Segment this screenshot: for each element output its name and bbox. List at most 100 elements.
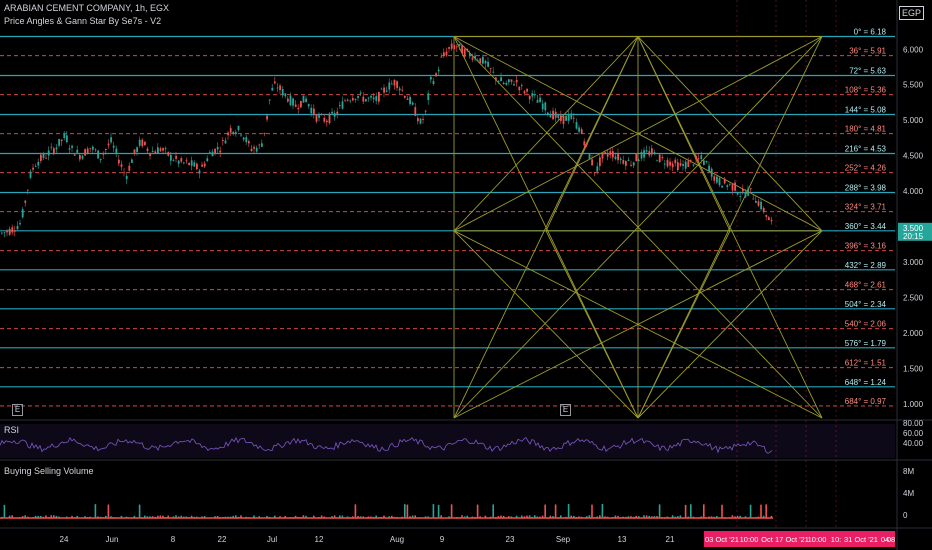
candle-body bbox=[489, 68, 492, 69]
volume-bar bbox=[677, 516, 679, 518]
volume-pane-label[interactable]: Buying Selling Volume bbox=[4, 466, 94, 476]
volume-bar bbox=[76, 515, 78, 518]
volume-bar bbox=[294, 515, 297, 518]
candle-body bbox=[388, 82, 391, 90]
candle-body bbox=[443, 52, 445, 56]
candle-body bbox=[541, 103, 544, 110]
candle-body bbox=[765, 214, 768, 217]
volume-bar bbox=[586, 516, 588, 518]
candle-body bbox=[393, 79, 396, 86]
candle-body bbox=[406, 98, 409, 100]
price-axis-tick: 3.000 bbox=[903, 258, 924, 267]
volume-bar bbox=[94, 504, 97, 518]
volume-bar bbox=[240, 515, 242, 518]
candle-body bbox=[492, 71, 495, 73]
candle-body bbox=[757, 201, 760, 206]
candle-body bbox=[146, 148, 149, 151]
candle-body bbox=[149, 152, 151, 156]
candle-body bbox=[411, 102, 414, 105]
candle-body bbox=[651, 148, 653, 155]
volume-bar bbox=[716, 516, 718, 518]
volume-bar bbox=[180, 515, 182, 518]
volume-bar bbox=[645, 515, 648, 518]
candle-body bbox=[372, 97, 375, 100]
candle-body bbox=[448, 47, 450, 49]
volume-bar bbox=[502, 515, 505, 518]
time-highlight-label: 10:00 bbox=[740, 535, 759, 544]
candle-body bbox=[240, 134, 242, 136]
time-highlight-label: Oct bbox=[761, 535, 774, 544]
candle-body bbox=[118, 159, 120, 164]
candle-body bbox=[216, 147, 219, 150]
time-axis-tick: 9 bbox=[440, 535, 445, 544]
candle-body bbox=[424, 110, 427, 112]
candle-body bbox=[320, 114, 323, 115]
event-marker-earnings[interactable]: E bbox=[560, 404, 571, 416]
candle-body bbox=[73, 154, 76, 156]
volume-bar bbox=[760, 504, 762, 518]
candle-body bbox=[21, 209, 24, 218]
candle-body bbox=[185, 160, 188, 162]
candle-body bbox=[50, 146, 53, 148]
candle-body bbox=[476, 60, 479, 61]
volume-bar bbox=[567, 504, 570, 518]
candle-body bbox=[71, 145, 73, 148]
candle-body bbox=[94, 149, 97, 151]
candle-body bbox=[6, 230, 8, 233]
volume-bar bbox=[383, 515, 385, 518]
volume-bar bbox=[359, 516, 362, 518]
volume-bar bbox=[560, 515, 562, 518]
volume-bar bbox=[526, 515, 528, 518]
candle-body bbox=[315, 114, 318, 122]
candle-body bbox=[328, 113, 331, 124]
candle-body bbox=[214, 148, 216, 154]
candle-body bbox=[323, 117, 326, 122]
rsi-axis-tick: 40.00 bbox=[903, 439, 924, 448]
volume-bar bbox=[107, 504, 110, 518]
volume-bar bbox=[521, 515, 523, 518]
candle-body bbox=[744, 192, 747, 198]
candle-body bbox=[97, 150, 99, 159]
volume-bar bbox=[599, 515, 601, 518]
candle-body bbox=[419, 118, 422, 124]
volume-bar bbox=[167, 515, 169, 518]
time-axis-tick: 8 bbox=[171, 535, 176, 544]
volume-bar bbox=[440, 515, 442, 518]
candle-body bbox=[27, 189, 29, 191]
time-highlight-label: 17 Oct '21 bbox=[775, 535, 809, 544]
price-axis-tick: 5.000 bbox=[903, 116, 924, 125]
volume-bar bbox=[37, 515, 39, 518]
volume-bar bbox=[274, 515, 276, 518]
volume-bar bbox=[479, 516, 481, 518]
volume-bar bbox=[450, 504, 453, 518]
candle-body bbox=[66, 135, 68, 143]
candle-body bbox=[565, 115, 567, 121]
volume-bar bbox=[510, 516, 513, 518]
candle-body bbox=[661, 157, 664, 159]
candle-body bbox=[586, 143, 588, 145]
candle-body bbox=[643, 150, 645, 158]
volume-bar bbox=[352, 516, 354, 518]
candle-body bbox=[14, 230, 16, 232]
candle-body bbox=[138, 139, 141, 146]
candle-body bbox=[92, 146, 94, 150]
time-highlight-label: 10:00 bbox=[808, 535, 827, 544]
price-axis-tick: 4.500 bbox=[903, 152, 924, 161]
candle-body bbox=[336, 111, 339, 115]
gann-level-label: 72° = 5.63 bbox=[849, 67, 886, 76]
gann-star-line bbox=[453, 36, 639, 232]
volume-bar bbox=[3, 504, 6, 518]
event-marker-earnings[interactable]: E bbox=[12, 404, 23, 416]
indicator-name[interactable]: Price Angles & Gann Star By Se7s - V2 bbox=[4, 16, 162, 26]
candle-body bbox=[349, 100, 352, 102]
candle-body bbox=[177, 160, 180, 164]
candle-body bbox=[232, 131, 235, 135]
candle-body bbox=[515, 79, 518, 83]
candle-body bbox=[575, 122, 578, 129]
volume-bar bbox=[284, 515, 286, 518]
candle-body bbox=[261, 143, 263, 147]
candle-body bbox=[79, 154, 81, 160]
rsi-pane-label[interactable]: RSI bbox=[4, 425, 20, 435]
candle-body bbox=[427, 93, 430, 101]
